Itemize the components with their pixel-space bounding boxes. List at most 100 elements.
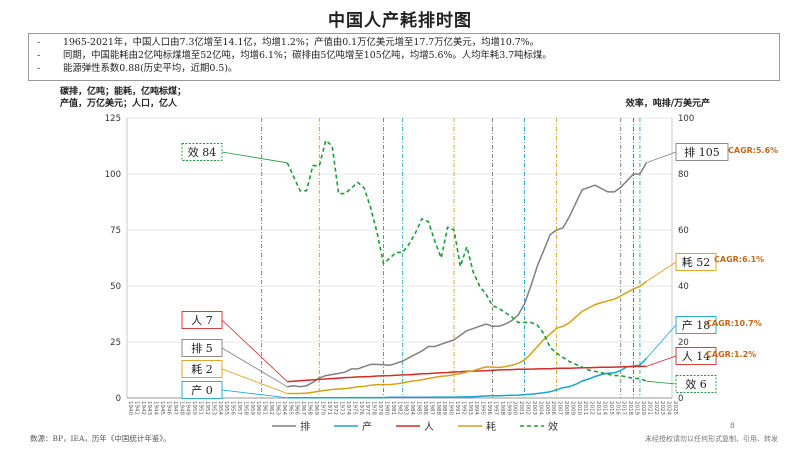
x-tick-label: 1971: [326, 401, 332, 415]
x-tick-label: 1952: [204, 401, 210, 415]
x-tick-label: 1950: [191, 401, 197, 415]
x-tick-label: 1988: [435, 401, 441, 415]
summary-bullet: -1965-2021年，中国人口由7.3亿增至14.1亿，均增1.2%；产值由0…: [37, 37, 540, 48]
x-tick-label: 2016: [614, 401, 620, 415]
callout-leader: [646, 261, 677, 282]
x-tick-label: 2022: [653, 401, 659, 415]
x-tick-label: 2005: [544, 401, 550, 415]
x-tick-label: 1989: [441, 401, 447, 415]
x-tick-label: 1994: [473, 401, 479, 415]
x-tick-label: 1955: [223, 401, 229, 415]
x-tick-label: 2004: [537, 401, 543, 415]
x-tick-label: 1981: [390, 401, 396, 415]
x-tick-label: 1992: [460, 401, 466, 415]
callout-leader: [646, 151, 677, 164]
x-tick-label: 1959: [249, 401, 255, 415]
callout-label: 产 18: [682, 318, 711, 332]
x-tick-label: 1941: [133, 401, 139, 415]
x-tick-label: 1940: [127, 401, 133, 415]
x-tick-label: 2018: [627, 401, 633, 415]
x-tick-label: 1979: [377, 401, 383, 415]
x-tick-label: 1973: [339, 401, 345, 415]
right-y-tick-label: 100: [678, 114, 694, 124]
series-line: [286, 139, 647, 382]
x-tick-label: 2012: [589, 401, 595, 415]
summary-line-1: 1965-2021年，中国人口由7.3亿增至14.1亿，均增1.2%；产值由0.…: [63, 37, 540, 48]
x-tick-label: 1996: [486, 401, 492, 415]
callout-label: 效 84: [188, 145, 217, 159]
left-y-tick-label: 0: [116, 394, 121, 404]
right-y-tick-label: 40: [678, 282, 689, 292]
x-tick-label: 1965: [287, 401, 293, 415]
callout-label: 效 6: [685, 377, 707, 391]
callout-box: [675, 316, 717, 334]
x-tick-label: 1974: [345, 401, 351, 415]
callout-box: [675, 253, 717, 271]
x-tick-label: 1985: [416, 401, 422, 415]
callout-leader: [221, 347, 288, 388]
x-tick-label: 1958: [242, 401, 248, 415]
x-tick-label: 1966: [294, 401, 300, 415]
x-tick-label: 1942: [140, 401, 146, 415]
x-tick-label: 1978: [371, 401, 377, 415]
summary-line-3: 能源弹性系数0.88(历史平均，近期0.5)。: [63, 62, 238, 74]
x-tick-label: 1947: [172, 401, 178, 415]
x-tick-label: 1964: [281, 401, 287, 415]
x-tick-label: 1976: [358, 401, 364, 415]
x-tick-label: 1963: [274, 401, 280, 415]
cagr-label: CAGR:1.2%: [706, 350, 756, 359]
x-tick-label: 1968: [307, 401, 313, 415]
legend-label: 产: [362, 420, 372, 433]
series-line: [287, 280, 647, 395]
callout-leader: [646, 355, 677, 367]
callout-box: [181, 339, 223, 357]
left-y-tick-label: 125: [105, 114, 121, 124]
x-tick-label: 1997: [492, 401, 498, 415]
x-tick-label: 1991: [454, 401, 460, 415]
x-tick-label: 1953: [210, 401, 216, 415]
x-tick-label: 2021: [646, 401, 652, 415]
callout-box: [181, 143, 223, 161]
x-tick-label: 1960: [255, 401, 261, 415]
x-tick-label: 1970: [319, 401, 325, 415]
callout-box: [181, 381, 223, 399]
callout-leader: [221, 368, 288, 394]
x-tick-label: 1945: [159, 401, 165, 415]
callout-box: [181, 360, 223, 378]
right-y-tick-label: 20: [678, 338, 689, 348]
series-line: [287, 357, 647, 399]
x-tick-label: 1967: [300, 401, 306, 415]
x-tick-label: 1977: [364, 401, 370, 415]
x-tick-label: 2002: [525, 401, 531, 415]
cagr-label: CAGR:10.7%: [706, 319, 762, 328]
callout-label: 耗 2: [191, 363, 213, 376]
right-y-tick-label: 60: [678, 226, 689, 236]
summary-bullet: - 同期，中国能耗由2亿吨标煤增至52亿吨，均增6.1%；碳排由5亿吨增至105亿…: [37, 49, 552, 61]
x-tick-label: 1995: [480, 401, 486, 415]
summary-line-2: 同期，中国能耗由2亿吨标煤增至52亿吨，均增6.1%；碳排由5亿吨增至105亿吨…: [63, 49, 552, 61]
callout-leader: [221, 389, 288, 399]
x-tick-label: 2006: [550, 401, 556, 415]
x-tick-label: 1946: [165, 401, 171, 415]
x-tick-label: 2008: [563, 401, 569, 415]
page-number: 8: [730, 422, 735, 430]
left-axis-note-line-1: 碳排，亿吨；能耗，亿吨标煤；: [60, 87, 187, 97]
legend-label: 耗: [486, 421, 496, 433]
x-tick-label: 1975: [351, 401, 357, 415]
left-y-tick-label: 50: [110, 282, 121, 292]
x-tick-label: 2000: [512, 401, 518, 415]
x-tick-label: 1954: [217, 401, 223, 415]
x-tick-label: 1987: [428, 401, 434, 415]
cagr-label: CAGR:5.6%: [728, 146, 778, 155]
callout-label: 人 14: [682, 350, 711, 363]
x-tick-label: 2017: [621, 401, 627, 415]
left-y-tick-label: 100: [105, 170, 121, 180]
x-tick-label: 1993: [467, 401, 473, 415]
legend-label: 排: [300, 420, 310, 433]
x-tick-label: 1956: [230, 401, 236, 415]
x-tick-label: 2014: [601, 401, 607, 415]
x-tick-label: 1969: [313, 401, 319, 415]
callout-box: [675, 375, 717, 393]
callout-box: [181, 311, 223, 329]
callout-leader: [221, 319, 288, 382]
